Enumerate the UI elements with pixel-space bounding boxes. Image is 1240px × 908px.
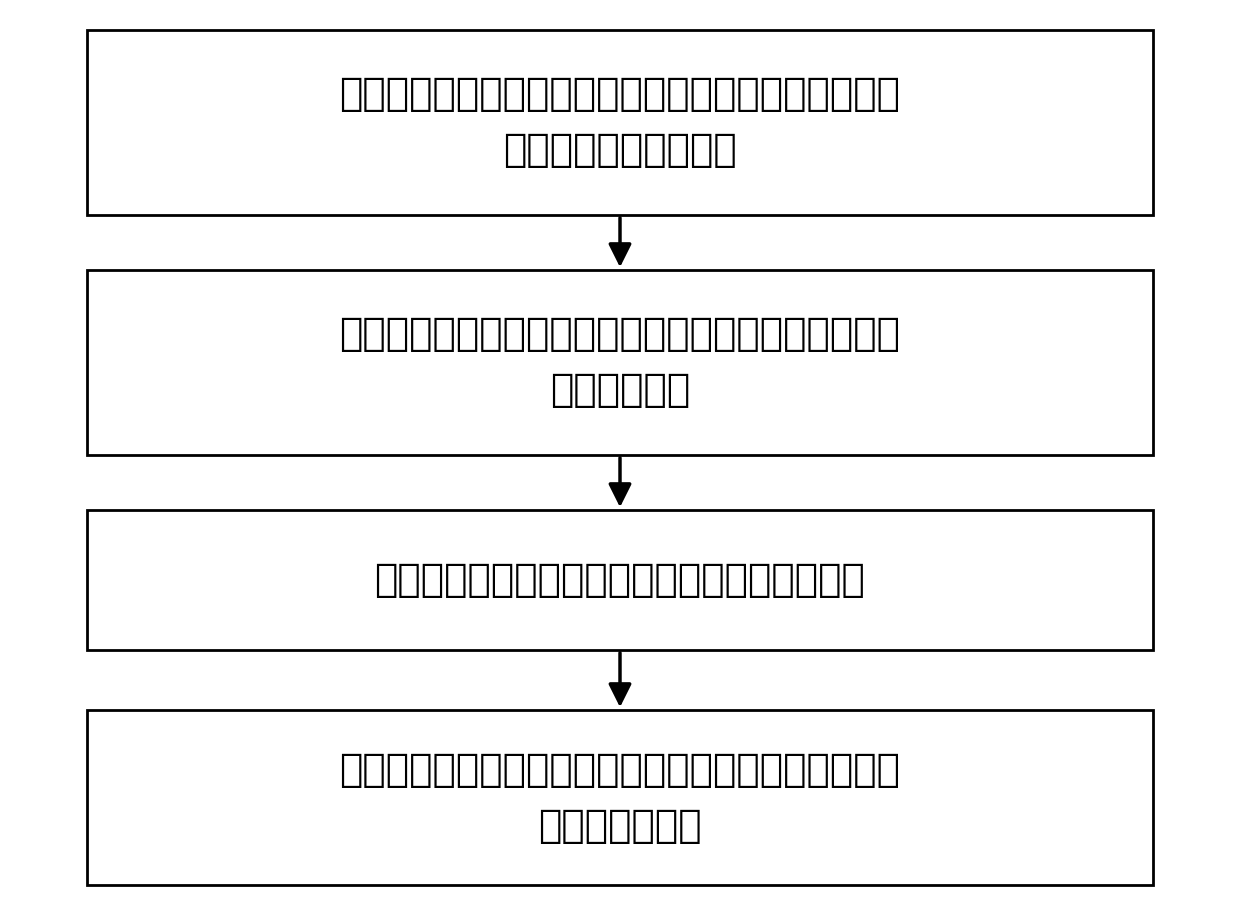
Text: 结合多次测向结果，得到方位角密度最大点，即局部放
电信号的方位角: 结合多次测向结果，得到方位角密度最大点，即局部放 电信号的方位角 [340, 751, 900, 844]
Bar [87, 270, 1153, 455]
Text: 应用窄带测向算法对窄带信号进行波达方向估计: 应用窄带测向算法对窄带信号进行波达方向估计 [374, 561, 866, 599]
Bar [87, 30, 1153, 215]
Bar [87, 510, 1153, 650]
Text: 应用宽带聚焦算法，把局部放电信号聚焦为参考频率点
上的窄带信号: 应用宽带聚焦算法，把局部放电信号聚焦为参考频率点 上的窄带信号 [340, 315, 900, 410]
Text: 采用特高频相控阵和高采样率数字检测设备采集并记录
变电站内局部放电信号: 采用特高频相控阵和高采样率数字检测设备采集并记录 变电站内局部放电信号 [340, 75, 900, 170]
Bar [87, 710, 1153, 885]
